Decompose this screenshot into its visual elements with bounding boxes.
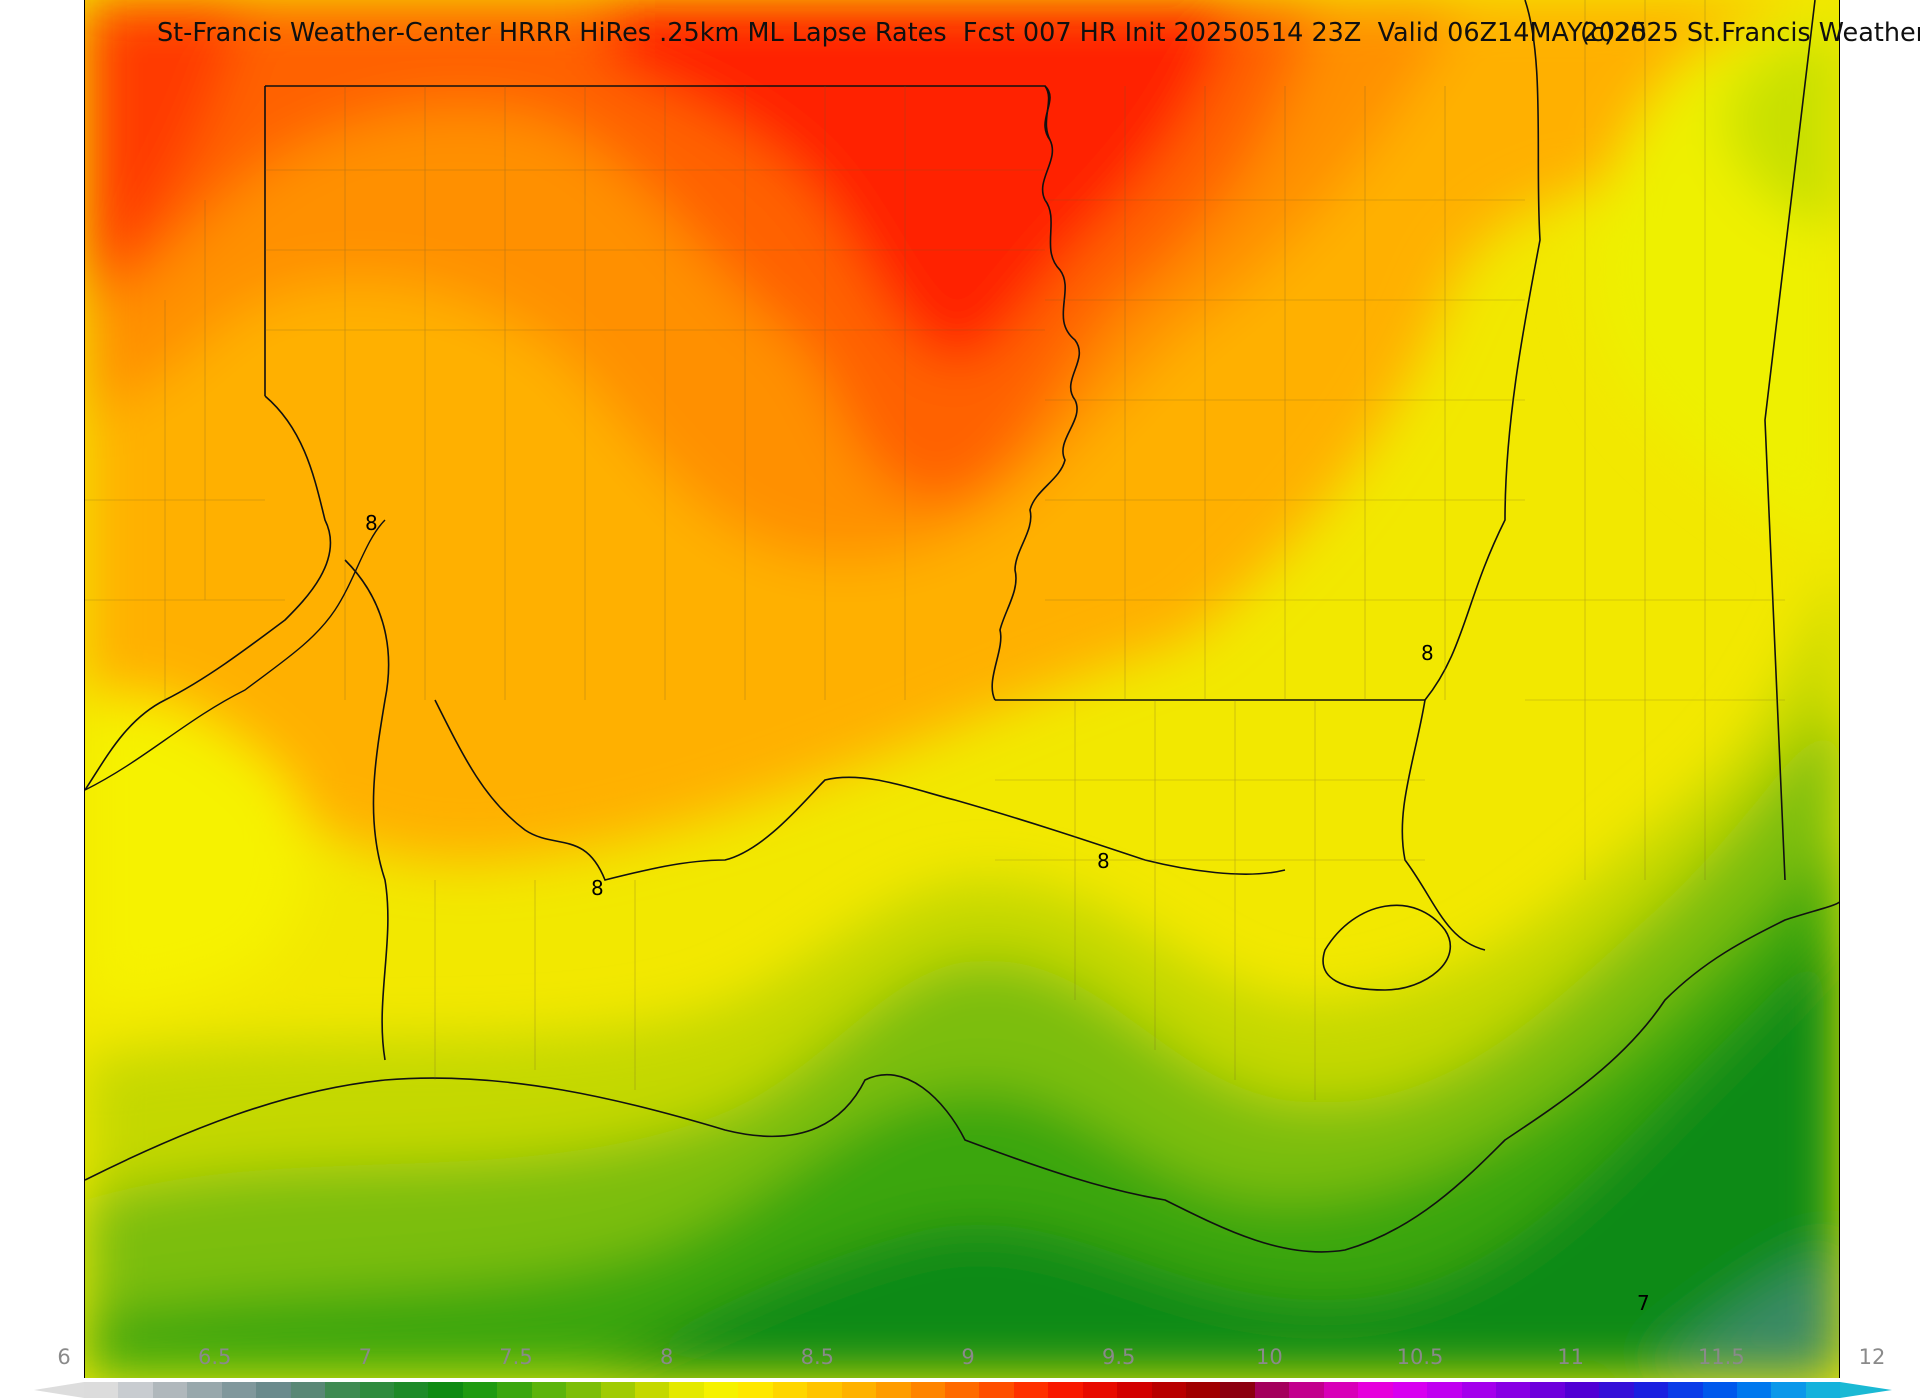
colorbar-tick-label: 9.5 <box>1101 1345 1136 1369</box>
colorbar-swatch <box>1013 1382 1049 1398</box>
title-text: St-Francis Weather-Center HRRR HiRes .25… <box>157 18 1648 48</box>
colorbar-swatch <box>1082 1382 1118 1398</box>
colorbar-swatch <box>772 1382 808 1398</box>
colorbar-swatch <box>1633 1382 1669 1398</box>
colorbar-tick-label: 9 <box>961 1345 975 1369</box>
colorbar-swatch <box>359 1382 394 1398</box>
colorbar-swatch <box>703 1382 739 1398</box>
colorbar-swatch <box>462 1382 498 1398</box>
alabama-border <box>1764 0 1816 881</box>
gulf-coast <box>85 901 1839 1253</box>
colorbar-swatch <box>221 1382 257 1398</box>
colorbar-swatch <box>1530 1382 1565 1398</box>
colorbar-swatch <box>1289 1382 1324 1398</box>
colorbar-swatch <box>118 1382 153 1398</box>
colorbar-swatch <box>1702 1382 1737 1398</box>
colorbar-swatch <box>600 1382 635 1398</box>
colorbar-swatch <box>1117 1382 1152 1398</box>
colorbar-swatch <box>1323 1382 1359 1398</box>
colorbar-left-extend <box>34 1382 84 1398</box>
colorbar-tick-label: 10 <box>1255 1345 1283 1369</box>
colorbar-swatch <box>84 1382 119 1398</box>
colorbar-swatch <box>1805 1382 1841 1398</box>
field-red-west <box>85 0 245 280</box>
colorbar-swatch <box>1048 1382 1083 1398</box>
contour-label-3: 8 <box>1097 849 1110 873</box>
colorbar-tick-label: 12 <box>1858 1345 1886 1369</box>
field-teal <box>1645 1250 1839 1378</box>
colorbar-swatch <box>1564 1382 1600 1398</box>
colorbar-swatch <box>290 1382 326 1398</box>
colorbar-tick-label: 7 <box>358 1345 373 1369</box>
colorbar-swatch <box>1254 1382 1290 1398</box>
colorbar-swatch <box>1461 1382 1496 1398</box>
colorbar-swatch <box>531 1382 567 1398</box>
colorbar-swatch <box>1668 1382 1703 1398</box>
colorbar-tick-label: 7.5 <box>499 1345 533 1369</box>
colorbar-swatch <box>669 1382 704 1398</box>
copyright-text: (c)2025 St.Francis Weather <box>1580 18 1920 48</box>
contour-label-2: 8 <box>591 876 604 900</box>
contour-label-1: 8 <box>365 511 378 535</box>
colorbar-swatch <box>393 1382 429 1398</box>
colorbar-swatch <box>944 1382 980 1398</box>
colorbar-swatch <box>841 1382 877 1398</box>
colorbar-swatch <box>1358 1382 1393 1398</box>
contour-label-4: 8 <box>1421 641 1434 665</box>
colorbar-swatch <box>1737 1382 1772 1398</box>
colorbar-swatch <box>1186 1382 1221 1398</box>
contour-label-6: 7 <box>1637 1291 1650 1315</box>
field-red <box>605 0 1235 364</box>
colorbar-swatch <box>1427 1382 1462 1398</box>
lake-pontchartrain <box>1322 904 1452 991</box>
field-darkgreen <box>85 841 1839 1378</box>
colorbar-swatch <box>152 1382 188 1398</box>
field-lime-northeast <box>1725 30 1839 230</box>
colorbar-swatch <box>738 1382 773 1398</box>
colorbar-tick-label: 6.5 <box>197 1345 232 1369</box>
map-title: St-Francis Weather-Center HRRR HiRes .25… <box>0 18 1920 52</box>
colorbar-tick-label: 10.5 <box>1396 1345 1444 1369</box>
louisiana-north-border <box>434 699 1286 881</box>
colorbar-tick-label: 8.5 <box>800 1345 835 1369</box>
colorbar-right-extend <box>1840 1382 1892 1398</box>
colorbar-swatch <box>876 1382 911 1398</box>
colorbar-tick-label: 6 <box>57 1345 71 1369</box>
mississippi-east-border <box>1424 0 1541 701</box>
colorbar-swatch <box>497 1382 532 1398</box>
field-lime-west <box>85 694 307 1010</box>
texas-border-red-river <box>85 395 332 791</box>
colorbar-tick-label: 11 <box>1557 1345 1585 1369</box>
field-deepgreen <box>585 931 1839 1378</box>
colorbar-swatch <box>910 1382 945 1398</box>
colorbar-strip <box>84 1382 1841 1398</box>
sabine-river <box>344 559 390 1061</box>
contour-8 <box>85 519 386 791</box>
colorbar-swatch <box>635 1382 670 1398</box>
mississippi-river <box>991 85 1081 701</box>
colorbar-tick-label: 8 <box>659 1345 674 1369</box>
map-panel: 8 8 8 8 8 7 <box>84 0 1840 1378</box>
colorbar-swatch <box>1599 1382 1634 1398</box>
colorbar-swatch <box>1495 1382 1531 1398</box>
colorbar-swatch <box>325 1382 360 1398</box>
colorbar-swatch <box>807 1382 842 1398</box>
colorbar-tick-label: 11.5 <box>1697 1345 1745 1369</box>
louisiana-mississippi-border <box>1401 699 1486 951</box>
colorbar-swatch <box>256 1382 291 1398</box>
colorbar-swatch <box>566 1382 601 1398</box>
colorbar-swatch <box>1392 1382 1428 1398</box>
colorbar-swatch <box>1771 1382 1806 1398</box>
colorbar-swatch <box>1220 1382 1255 1398</box>
county-lines <box>85 0 1785 1100</box>
colorbar-swatch <box>187 1382 222 1398</box>
colorbar-swatch <box>979 1382 1014 1398</box>
lapse-rate-map: 8 8 8 8 8 7 <box>85 0 1839 1378</box>
colorbar-swatch <box>428 1382 463 1398</box>
colorbar-swatch <box>1151 1382 1186 1398</box>
